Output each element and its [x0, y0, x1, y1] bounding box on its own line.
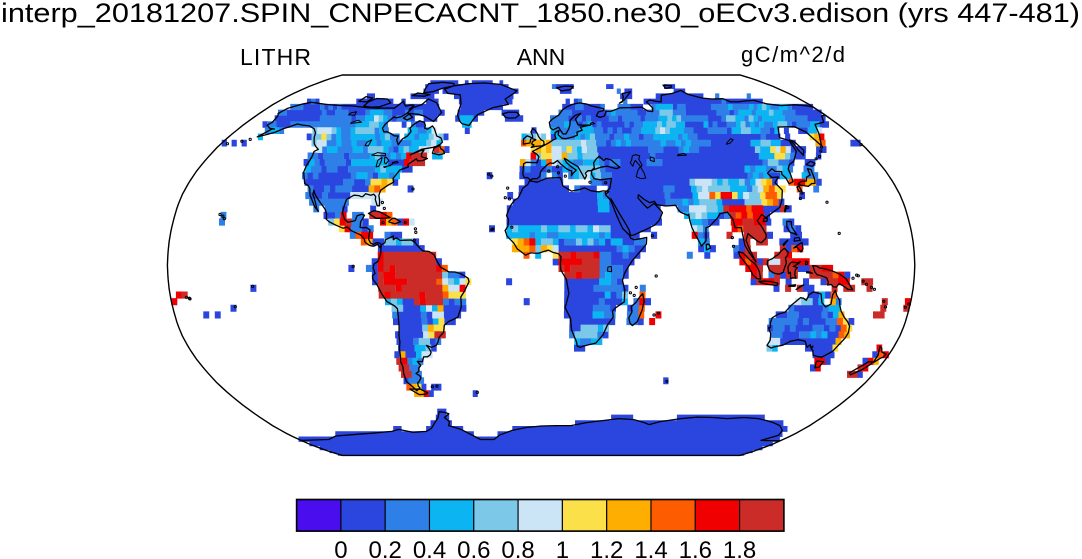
- svg-text:1.6: 1.6: [679, 537, 712, 559]
- svg-text:1: 1: [556, 537, 569, 559]
- svg-text:1.8: 1.8: [723, 537, 756, 559]
- svg-text:interp_20181207.SPIN_CNPECACNT: interp_20181207.SPIN_CNPECACNT_1850.ne30…: [1, 0, 1080, 28]
- svg-text:0.4: 0.4: [413, 537, 446, 559]
- svg-text:0.6: 0.6: [457, 537, 490, 559]
- svg-text:0.2: 0.2: [369, 537, 402, 559]
- svg-text:ANN: ANN: [517, 44, 566, 70]
- svg-text:0.8: 0.8: [501, 537, 534, 559]
- svg-text:gC/m^2/d: gC/m^2/d: [741, 42, 845, 67]
- svg-text:0: 0: [334, 537, 347, 559]
- svg-text:1.4: 1.4: [634, 537, 667, 559]
- svg-text:1.2: 1.2: [590, 537, 623, 559]
